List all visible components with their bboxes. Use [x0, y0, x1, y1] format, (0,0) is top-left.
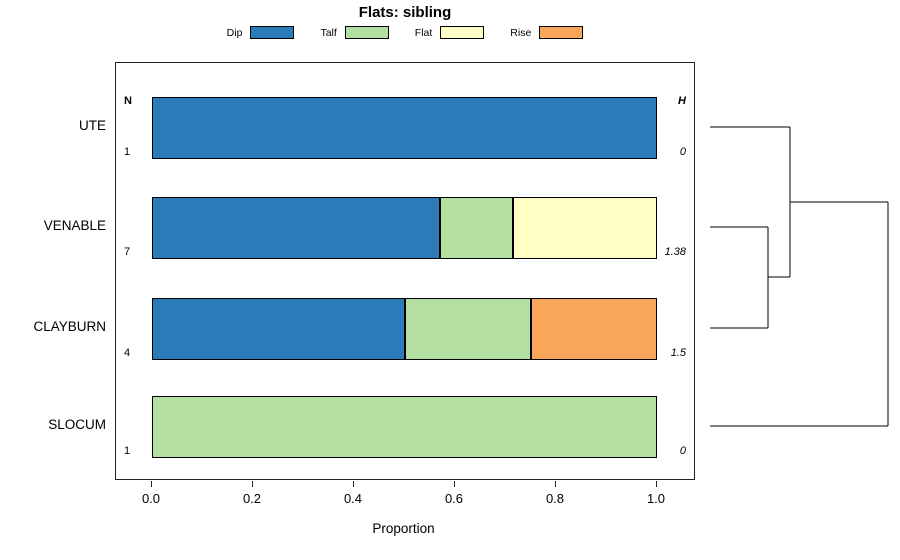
x-tick-label: 0.0	[141, 491, 161, 506]
dendrogram	[710, 126, 889, 427]
x-tick-label: 0.8	[545, 491, 565, 506]
x-tick-mark	[555, 481, 556, 487]
legend-swatch	[539, 26, 584, 39]
n-value: 1	[124, 445, 131, 457]
legend-label: Flat	[414, 26, 433, 39]
category-label: VENABLE	[43, 218, 106, 233]
stacked-bar	[152, 197, 657, 259]
h-value: 1.5	[670, 347, 686, 359]
legend-label: Dip	[226, 26, 243, 39]
legend-swatch	[250, 26, 295, 39]
bar-segment-dip	[152, 197, 441, 259]
x-tick-mark	[454, 481, 455, 487]
legend-swatch	[440, 26, 485, 39]
x-tick-mark	[353, 481, 354, 487]
category-label: CLAYBURN	[33, 319, 106, 334]
x-tick-label: 0.4	[343, 491, 363, 506]
bar-segment-flat	[512, 197, 657, 259]
h-value: 0	[679, 146, 686, 158]
x-tick-mark	[252, 481, 253, 487]
x-tick-mark	[656, 481, 657, 487]
category-label: SLOCUM	[48, 417, 106, 432]
bar-segment-dip	[152, 298, 405, 360]
x-tick-label: 0.2	[242, 491, 262, 506]
legend-item-talf: Talf	[320, 26, 389, 39]
bar-segment-rise	[530, 298, 657, 360]
legend: Dip Talf Flat Rise	[115, 26, 695, 39]
legend-item-rise: Rise	[510, 26, 584, 39]
h-value: 0	[679, 445, 686, 457]
x-tick-mark	[151, 481, 152, 487]
category-label: UTE	[79, 118, 106, 133]
x-tick-label: 0.6	[444, 491, 464, 506]
h-value: 1.38	[664, 246, 686, 258]
n-value: 1	[124, 146, 131, 158]
stacked-bar	[152, 396, 657, 458]
legend-item-dip: Dip	[227, 26, 295, 39]
stacked-bar	[152, 298, 657, 360]
h-column-header: H	[678, 95, 686, 107]
bar-segment-talf	[152, 396, 657, 458]
legend-label: Rise	[510, 26, 532, 39]
chart-title: Flats: sibling	[358, 4, 452, 21]
n-value: 7	[124, 246, 131, 258]
legend-label: Talf	[320, 26, 337, 39]
x-tick-label: 1.0	[646, 491, 666, 506]
stacked-bar	[152, 97, 657, 159]
bar-segment-talf	[404, 298, 531, 360]
n-value: 4	[124, 347, 131, 359]
legend-item-flat: Flat	[415, 26, 485, 39]
x-axis-label: Proportion	[372, 521, 435, 536]
n-column-header: N	[124, 95, 132, 107]
plot-area: N H 1 0 7 1.38 4 1.5 1 0	[115, 62, 695, 480]
bar-segment-dip	[152, 97, 657, 159]
legend-swatch	[344, 26, 389, 39]
bar-segment-talf	[440, 197, 513, 259]
